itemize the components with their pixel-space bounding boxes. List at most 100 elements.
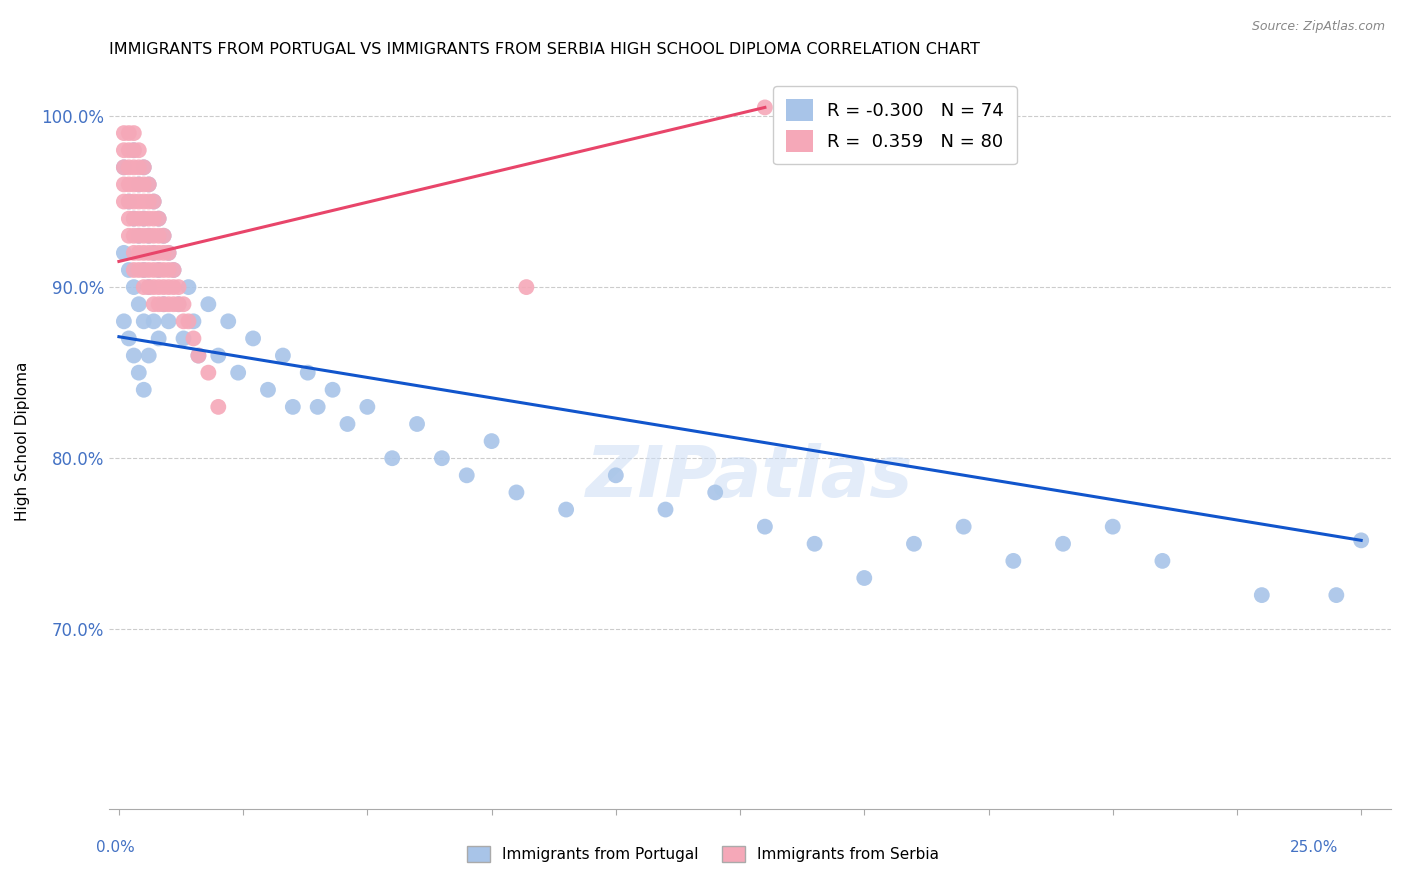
Point <box>128 366 150 380</box>
Point <box>128 178 150 192</box>
Point <box>173 314 195 328</box>
Point <box>1324 588 1347 602</box>
Point <box>207 400 229 414</box>
Point <box>754 519 776 533</box>
Point <box>138 349 160 363</box>
Point <box>138 178 160 192</box>
Point <box>122 228 145 243</box>
Point <box>148 280 170 294</box>
Point <box>132 383 155 397</box>
Point <box>226 366 249 380</box>
Point <box>132 211 155 226</box>
Point <box>148 228 170 243</box>
Point <box>138 194 160 209</box>
Point <box>118 263 141 277</box>
Point <box>157 280 180 294</box>
Point <box>1152 554 1174 568</box>
Point <box>152 297 174 311</box>
Point <box>112 143 135 157</box>
Point <box>118 194 141 209</box>
Point <box>430 451 453 466</box>
Point <box>128 194 150 209</box>
Point <box>754 100 776 114</box>
Point <box>1002 554 1025 568</box>
Point <box>952 519 974 533</box>
Point <box>242 331 264 345</box>
Point <box>197 297 219 311</box>
Point <box>356 400 378 414</box>
Point <box>132 194 155 209</box>
Legend: Immigrants from Portugal, Immigrants from Serbia: Immigrants from Portugal, Immigrants fro… <box>461 840 945 868</box>
Point <box>152 228 174 243</box>
Point <box>257 383 280 397</box>
Point <box>138 245 160 260</box>
Point <box>1052 537 1074 551</box>
Point <box>142 263 165 277</box>
Point <box>138 228 160 243</box>
Point <box>152 297 174 311</box>
Point <box>132 161 155 175</box>
Point <box>152 263 174 277</box>
Point <box>138 263 160 277</box>
Point <box>1350 533 1372 548</box>
Point <box>142 194 165 209</box>
Point <box>142 245 165 260</box>
Point <box>138 211 160 226</box>
Point <box>132 314 155 328</box>
Point <box>157 263 180 277</box>
Point <box>152 228 174 243</box>
Point <box>183 314 205 328</box>
Point <box>122 245 145 260</box>
Y-axis label: High School Diploma: High School Diploma <box>15 361 30 521</box>
Point <box>157 245 180 260</box>
Text: Source: ZipAtlas.com: Source: ZipAtlas.com <box>1251 20 1385 33</box>
Point <box>297 366 319 380</box>
Point <box>122 178 145 192</box>
Point <box>122 194 145 209</box>
Point <box>122 211 145 226</box>
Point <box>128 143 150 157</box>
Point <box>903 537 925 551</box>
Point <box>122 263 145 277</box>
Point <box>138 228 160 243</box>
Point <box>162 263 184 277</box>
Point <box>167 280 190 294</box>
Point <box>142 194 165 209</box>
Point <box>1101 519 1123 533</box>
Point <box>112 194 135 209</box>
Point <box>118 228 141 243</box>
Text: 25.0%: 25.0% <box>1291 840 1339 855</box>
Point <box>132 263 155 277</box>
Point <box>654 502 676 516</box>
Point <box>132 228 155 243</box>
Point <box>177 280 200 294</box>
Point <box>132 161 155 175</box>
Point <box>132 211 155 226</box>
Point <box>118 126 141 140</box>
Point <box>157 314 180 328</box>
Point <box>142 314 165 328</box>
Point <box>307 400 329 414</box>
Point <box>132 263 155 277</box>
Point <box>118 161 141 175</box>
Point <box>162 297 184 311</box>
Point <box>128 211 150 226</box>
Point <box>515 280 537 294</box>
Point <box>148 297 170 311</box>
Point <box>481 434 503 449</box>
Point <box>122 161 145 175</box>
Point <box>197 366 219 380</box>
Point <box>118 211 141 226</box>
Point <box>177 314 200 328</box>
Point <box>128 245 150 260</box>
Point <box>456 468 478 483</box>
Point <box>128 263 150 277</box>
Point <box>406 417 429 431</box>
Point <box>142 280 165 294</box>
Point <box>605 468 627 483</box>
Legend: R = -0.300   N = 74, R =  0.359   N = 80: R = -0.300 N = 74, R = 0.359 N = 80 <box>773 86 1017 164</box>
Point <box>122 143 145 157</box>
Point <box>132 280 155 294</box>
Point <box>157 245 180 260</box>
Point <box>1250 588 1272 602</box>
